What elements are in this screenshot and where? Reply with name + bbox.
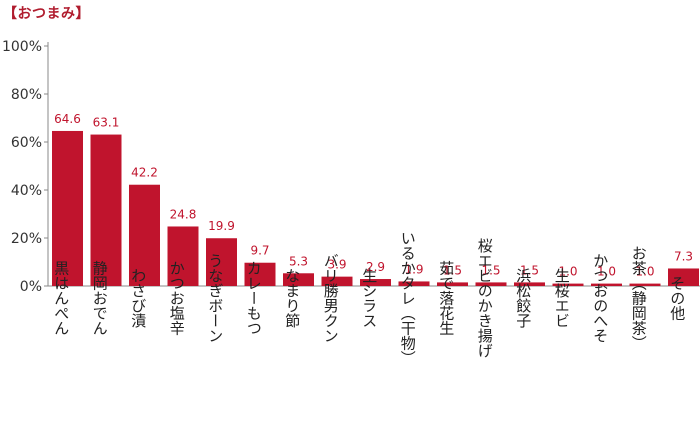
category-label: カレーもつ xyxy=(245,261,263,336)
bar-value-label: 1.5 xyxy=(443,263,462,277)
bar-value-label: 1.0 xyxy=(558,265,577,279)
bar-value-label: 3.9 xyxy=(327,258,346,272)
category-label: お茶（静岡茶） xyxy=(630,246,648,351)
bar xyxy=(244,262,276,286)
bar-value-label: 1.5 xyxy=(481,263,500,277)
bar xyxy=(629,283,661,286)
bar-value-label: 1.9 xyxy=(404,262,423,276)
y-tick-label: 80% xyxy=(11,87,42,103)
category-label: 桜エビのかき揚げ xyxy=(476,238,494,358)
bar xyxy=(398,281,430,286)
bar-value-label: 5.3 xyxy=(289,254,308,268)
bar xyxy=(90,134,122,286)
category-label: なまり節 xyxy=(283,268,301,328)
y-tick-label: 40% xyxy=(11,183,42,199)
bar xyxy=(514,282,545,286)
chart-title: 【おつまみ】 xyxy=(3,6,90,22)
bar-value-label: 1.5 xyxy=(520,263,539,277)
category-label: 生桜エビ xyxy=(553,268,571,328)
category-label: バリ勝男クン xyxy=(322,253,340,343)
bar xyxy=(591,283,622,286)
bar-value-label: 24.8 xyxy=(170,207,197,221)
y-tick-label: 60% xyxy=(11,135,42,151)
bar xyxy=(206,238,237,286)
y-tick-label: 20% xyxy=(11,231,42,247)
bar xyxy=(552,283,584,286)
category-label: 生シラス xyxy=(360,268,378,328)
category-label: その他 xyxy=(668,276,686,322)
category-label: 黒はんぺん xyxy=(52,261,70,336)
bar-value-label: 9.7 xyxy=(250,244,269,258)
category-label: 静岡おでん xyxy=(91,261,109,336)
bar xyxy=(668,268,699,286)
category-label: わさび漬 xyxy=(129,268,147,328)
bar xyxy=(360,279,391,286)
y-tick-label: 100% xyxy=(2,39,42,55)
y-tick-label: 0% xyxy=(20,279,42,295)
bar-value-label: 42.2 xyxy=(131,166,158,180)
bar xyxy=(167,226,199,286)
bar xyxy=(283,273,314,286)
category-label: 浜松餃子 xyxy=(514,268,532,328)
bar-value-label: 63.1 xyxy=(93,116,120,130)
bar-value-label: 7.3 xyxy=(674,249,693,263)
bar-value-label: 2.9 xyxy=(366,260,385,274)
bar xyxy=(129,184,160,286)
bar-value-label: 1.0 xyxy=(635,265,654,279)
bar-value-label: 19.9 xyxy=(208,219,235,233)
bar xyxy=(475,282,507,286)
category-label: いるかタレ（干物） xyxy=(399,231,417,366)
bar-value-label: 1.0 xyxy=(597,265,616,279)
bar xyxy=(437,282,468,286)
category-label: 茹で落花生 xyxy=(437,261,455,336)
bar-value-label: 64.6 xyxy=(54,112,81,126)
category-label: かつお塩辛 xyxy=(168,261,186,336)
bar xyxy=(321,276,353,286)
category-label: うなぎボーン xyxy=(206,253,224,343)
category-label: かつおのへそ xyxy=(591,253,609,343)
bar xyxy=(52,130,83,286)
